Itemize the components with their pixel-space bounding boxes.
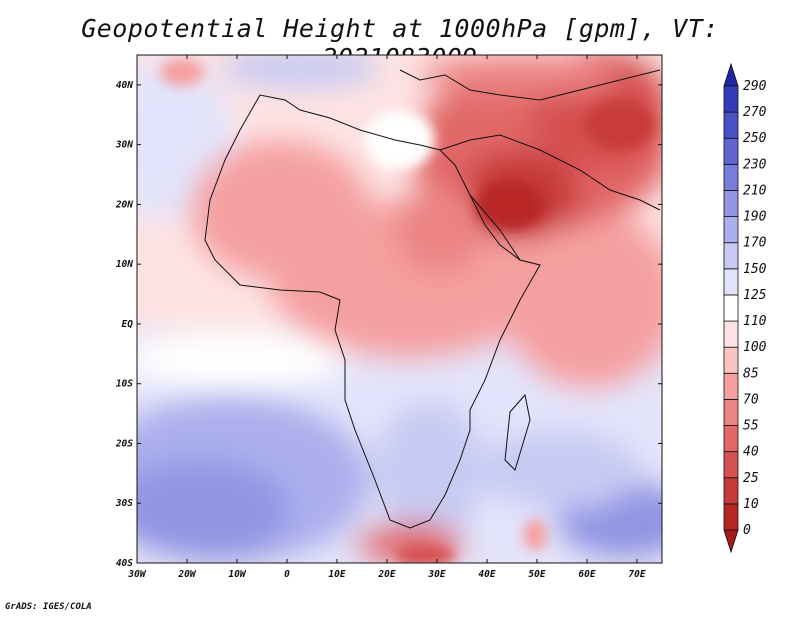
y-tick-label: 10S — [116, 379, 133, 390]
x-tick-label: 20W — [177, 569, 196, 580]
colorbar-swatch — [723, 477, 739, 505]
colorbar-label: 125 — [743, 288, 767, 303]
y-tick-label: 40N — [116, 80, 133, 91]
colorbar-label: 100 — [743, 340, 767, 355]
colorbar-swatch — [723, 294, 739, 322]
x-tick-label: 20E — [377, 569, 395, 580]
plot-frame — [136, 54, 663, 564]
x-tick-label: 40E — [478, 569, 495, 580]
colorbar-label: 290 — [743, 79, 767, 94]
colorbar-swatch — [723, 425, 739, 453]
x-tick-label: 30E — [427, 569, 445, 580]
colorbar-swatch — [723, 190, 739, 217]
colorbar-label: 25 — [743, 471, 759, 486]
x-tick-label: 10E — [328, 569, 345, 580]
colorbar-end-low — [723, 529, 739, 554]
colorbar-label: 270 — [743, 105, 767, 120]
colorbar-swatch — [723, 216, 739, 244]
colorbar-label: 230 — [743, 157, 767, 172]
colorbar-label: 55 — [743, 419, 759, 434]
colorbar-label: 150 — [743, 262, 767, 277]
colorbar: 0 10 25 40 55 70 85 100 110 125 150 170 190 210 230 250… — [723, 62, 767, 554]
colorbar-label: 250 — [743, 131, 767, 146]
colorbar-label: 10 — [743, 497, 759, 512]
colorbar-swatch — [723, 85, 739, 113]
colorbar-swatch — [723, 111, 739, 139]
x-tick-label: 0 — [284, 569, 290, 580]
y-tick-label: EQ — [122, 319, 134, 330]
x-axis: 30W 20W 10W 0 10E 20E 30E 40E 50E 60E 70E — [127, 55, 646, 580]
y-tick-label: 20N — [115, 199, 133, 210]
colorbar-swatch — [723, 399, 739, 426]
coastlines — [204, 69, 661, 529]
height-field — [137, 55, 662, 563]
y-tick-label: 20S — [115, 438, 133, 449]
y-axis: 40S 30S 20S 10S EQ 10N 20N 30N 40N — [115, 80, 662, 569]
x-tick-label: 50E — [528, 569, 545, 580]
y-tick-label: 10N — [116, 259, 133, 270]
colorbar-swatch — [723, 163, 739, 191]
colorbar-swatch — [723, 451, 739, 479]
colorbar-swatch — [723, 268, 739, 296]
colorbar-swatch — [723, 372, 739, 400]
colorbar-label: 0 — [743, 523, 751, 538]
colorbar-end-high — [723, 62, 739, 87]
footer-credit: GrADS: IGES/COLA — [5, 602, 92, 612]
x-tick-label: 60E — [578, 569, 595, 580]
colorbar-label: 190 — [743, 210, 767, 225]
y-tick-label: 40S — [116, 558, 133, 569]
colorbar-label: 40 — [743, 445, 759, 460]
x-tick-label: 70E — [628, 569, 645, 580]
colorbar-label: 210 — [743, 183, 767, 198]
y-tick-label: 30S — [115, 498, 133, 509]
x-tick-label: 30W — [127, 569, 146, 580]
colorbar-label: 170 — [743, 236, 767, 251]
colorbar-label: 70 — [743, 392, 759, 407]
colorbar-swatch — [723, 137, 739, 165]
x-tick-label: 10W — [228, 569, 246, 580]
colorbar-label: 110 — [743, 314, 767, 329]
colorbar-swatch — [723, 242, 739, 270]
colorbar-swatch — [723, 320, 739, 348]
colorbar-swatch — [723, 503, 739, 531]
colorbar-label: 85 — [743, 366, 759, 381]
y-tick-label: 30N — [115, 140, 133, 151]
colorbar-swatch — [723, 346, 739, 374]
